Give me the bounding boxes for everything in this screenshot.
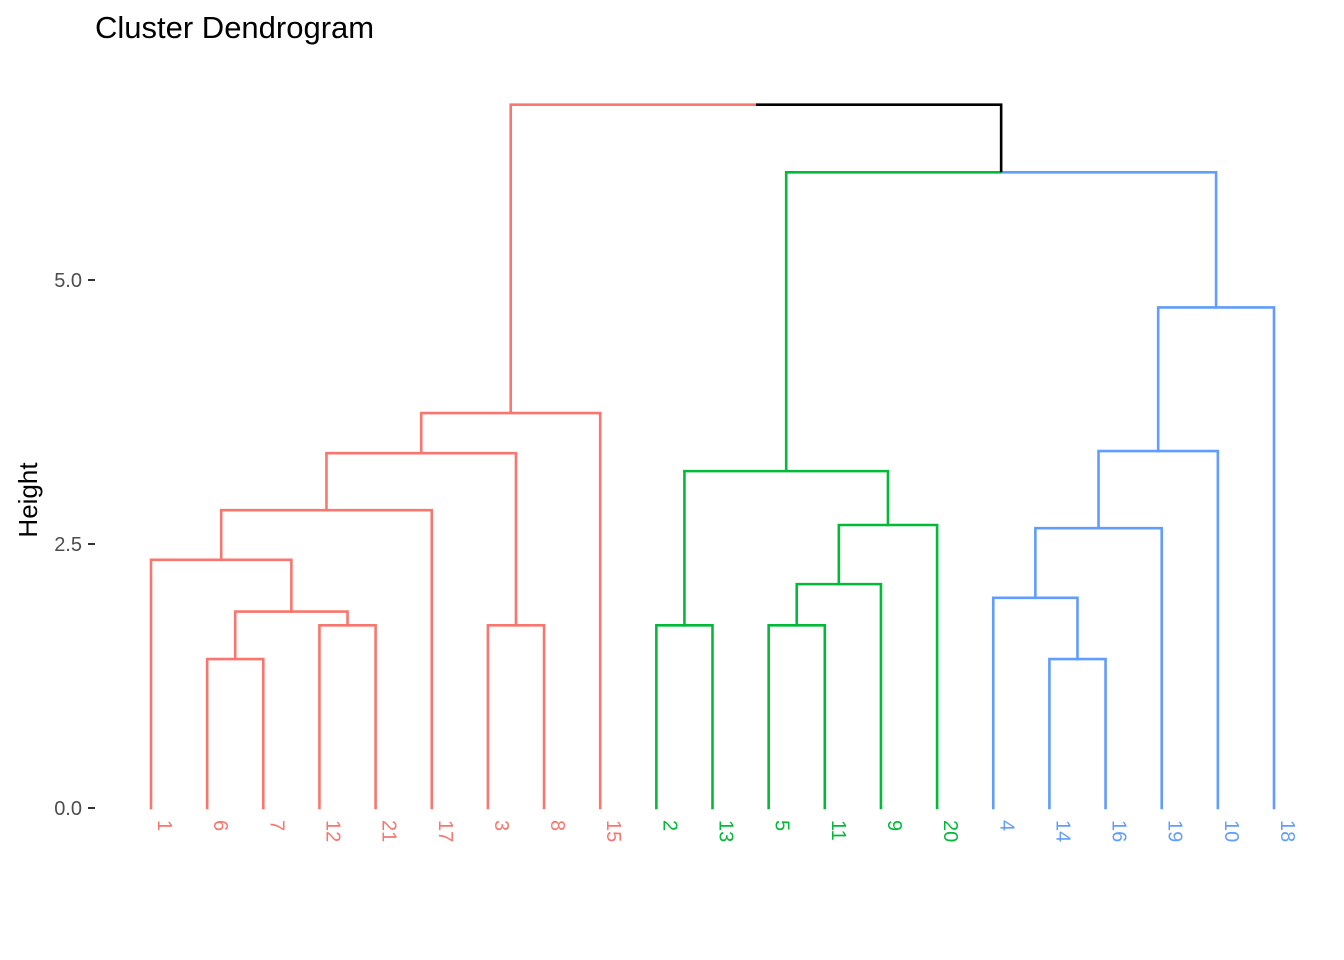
leaf-label: 8 [546, 820, 568, 831]
leaf-label: 11 [827, 820, 849, 841]
dendrogram-branch [205, 657, 265, 810]
dendrogram-branches [149, 103, 1276, 810]
dendrogram-branch [149, 558, 293, 810]
leaf-label: 14 [1051, 820, 1073, 842]
y-axis-title: Height [13, 462, 43, 538]
dendrogram-branch [784, 170, 1002, 472]
leaf-label: 2 [658, 820, 680, 831]
dendrogram-branch [419, 411, 602, 810]
dendrogram-branch [767, 624, 827, 810]
leaf-label: 7 [265, 820, 287, 831]
leaf-label: 21 [378, 820, 400, 842]
leaf-label: 1 [153, 820, 175, 831]
dendrogram-branch [509, 103, 756, 414]
dendrogram-branch [1001, 170, 1218, 308]
leaf-label: 16 [1108, 820, 1130, 842]
leaf-label: 6 [209, 820, 231, 831]
dendrogram-branch [318, 624, 377, 810]
leaf-label: 12 [321, 820, 343, 842]
dendrogram-branch [486, 624, 546, 810]
y-tick-label: 2.5 [54, 534, 82, 556]
dendrogram-branch [795, 582, 883, 810]
leaf-label: 17 [434, 820, 456, 842]
dendrogram-branch [1097, 449, 1220, 810]
dendrogram-branch [683, 469, 890, 627]
leaf-label: 13 [715, 820, 737, 842]
leaf-label: 10 [1220, 820, 1242, 842]
dendrogram-branch [755, 103, 1003, 173]
leaf-label: 18 [1276, 820, 1298, 842]
leaf-label: 9 [883, 820, 905, 831]
y-tick-label: 5.0 [54, 270, 82, 292]
leaf-label: 15 [602, 820, 624, 842]
leaf-labels: 1 6 7 12 21 17 3 8 15 2 13 5 11 9 20 4 14 16 19 10 18 [153, 820, 1298, 842]
leaf-label: 4 [995, 820, 1017, 831]
dendrogram-branch [655, 624, 714, 810]
leaf-label: 5 [771, 820, 793, 831]
dendrogram-branch [1156, 306, 1276, 810]
dendrogram-branch [991, 596, 1079, 810]
leaf-label: 20 [939, 820, 961, 842]
dendrogram-branch [1034, 526, 1163, 810]
leaf-label: 3 [490, 820, 512, 831]
dendrogram-branch [233, 610, 349, 661]
dendrogram-branch [1048, 657, 1107, 810]
dendrogram-branch [325, 451, 518, 627]
y-tick-label: 0.0 [54, 798, 82, 820]
leaf-label: 19 [1164, 820, 1186, 842]
chart-title: Cluster Dendrogram [95, 10, 375, 45]
dendrogram-branch [837, 523, 939, 810]
y-axis: 0.0 2.5 5.0 [54, 270, 95, 820]
